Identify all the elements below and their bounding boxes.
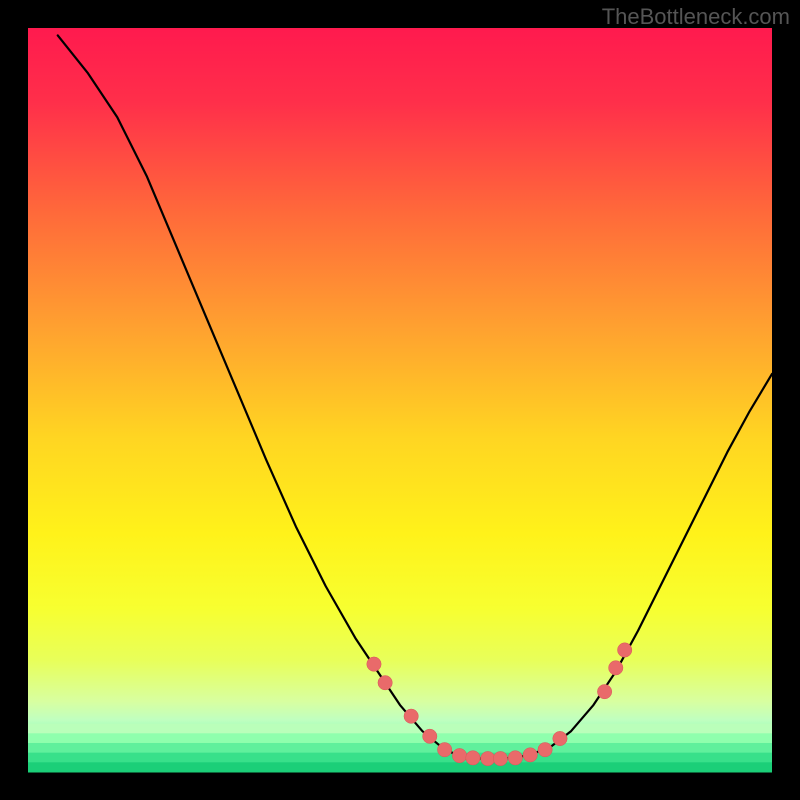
data-marker [553,731,567,745]
data-marker [466,751,480,765]
data-marker [493,751,507,765]
data-marker [597,684,611,698]
bottleneck-chart: TheBottleneck.com [0,0,800,800]
chart-svg [0,0,800,800]
data-marker [437,742,451,756]
data-marker [378,676,392,690]
watermark-text: TheBottleneck.com [602,4,790,30]
data-marker [423,729,437,743]
data-marker [481,751,495,765]
data-marker [508,751,522,765]
data-marker [538,742,552,756]
data-marker [609,661,623,675]
data-marker [404,709,418,723]
data-marker [452,748,466,762]
data-marker [523,748,537,762]
data-marker [617,643,631,657]
data-marker [367,657,381,671]
